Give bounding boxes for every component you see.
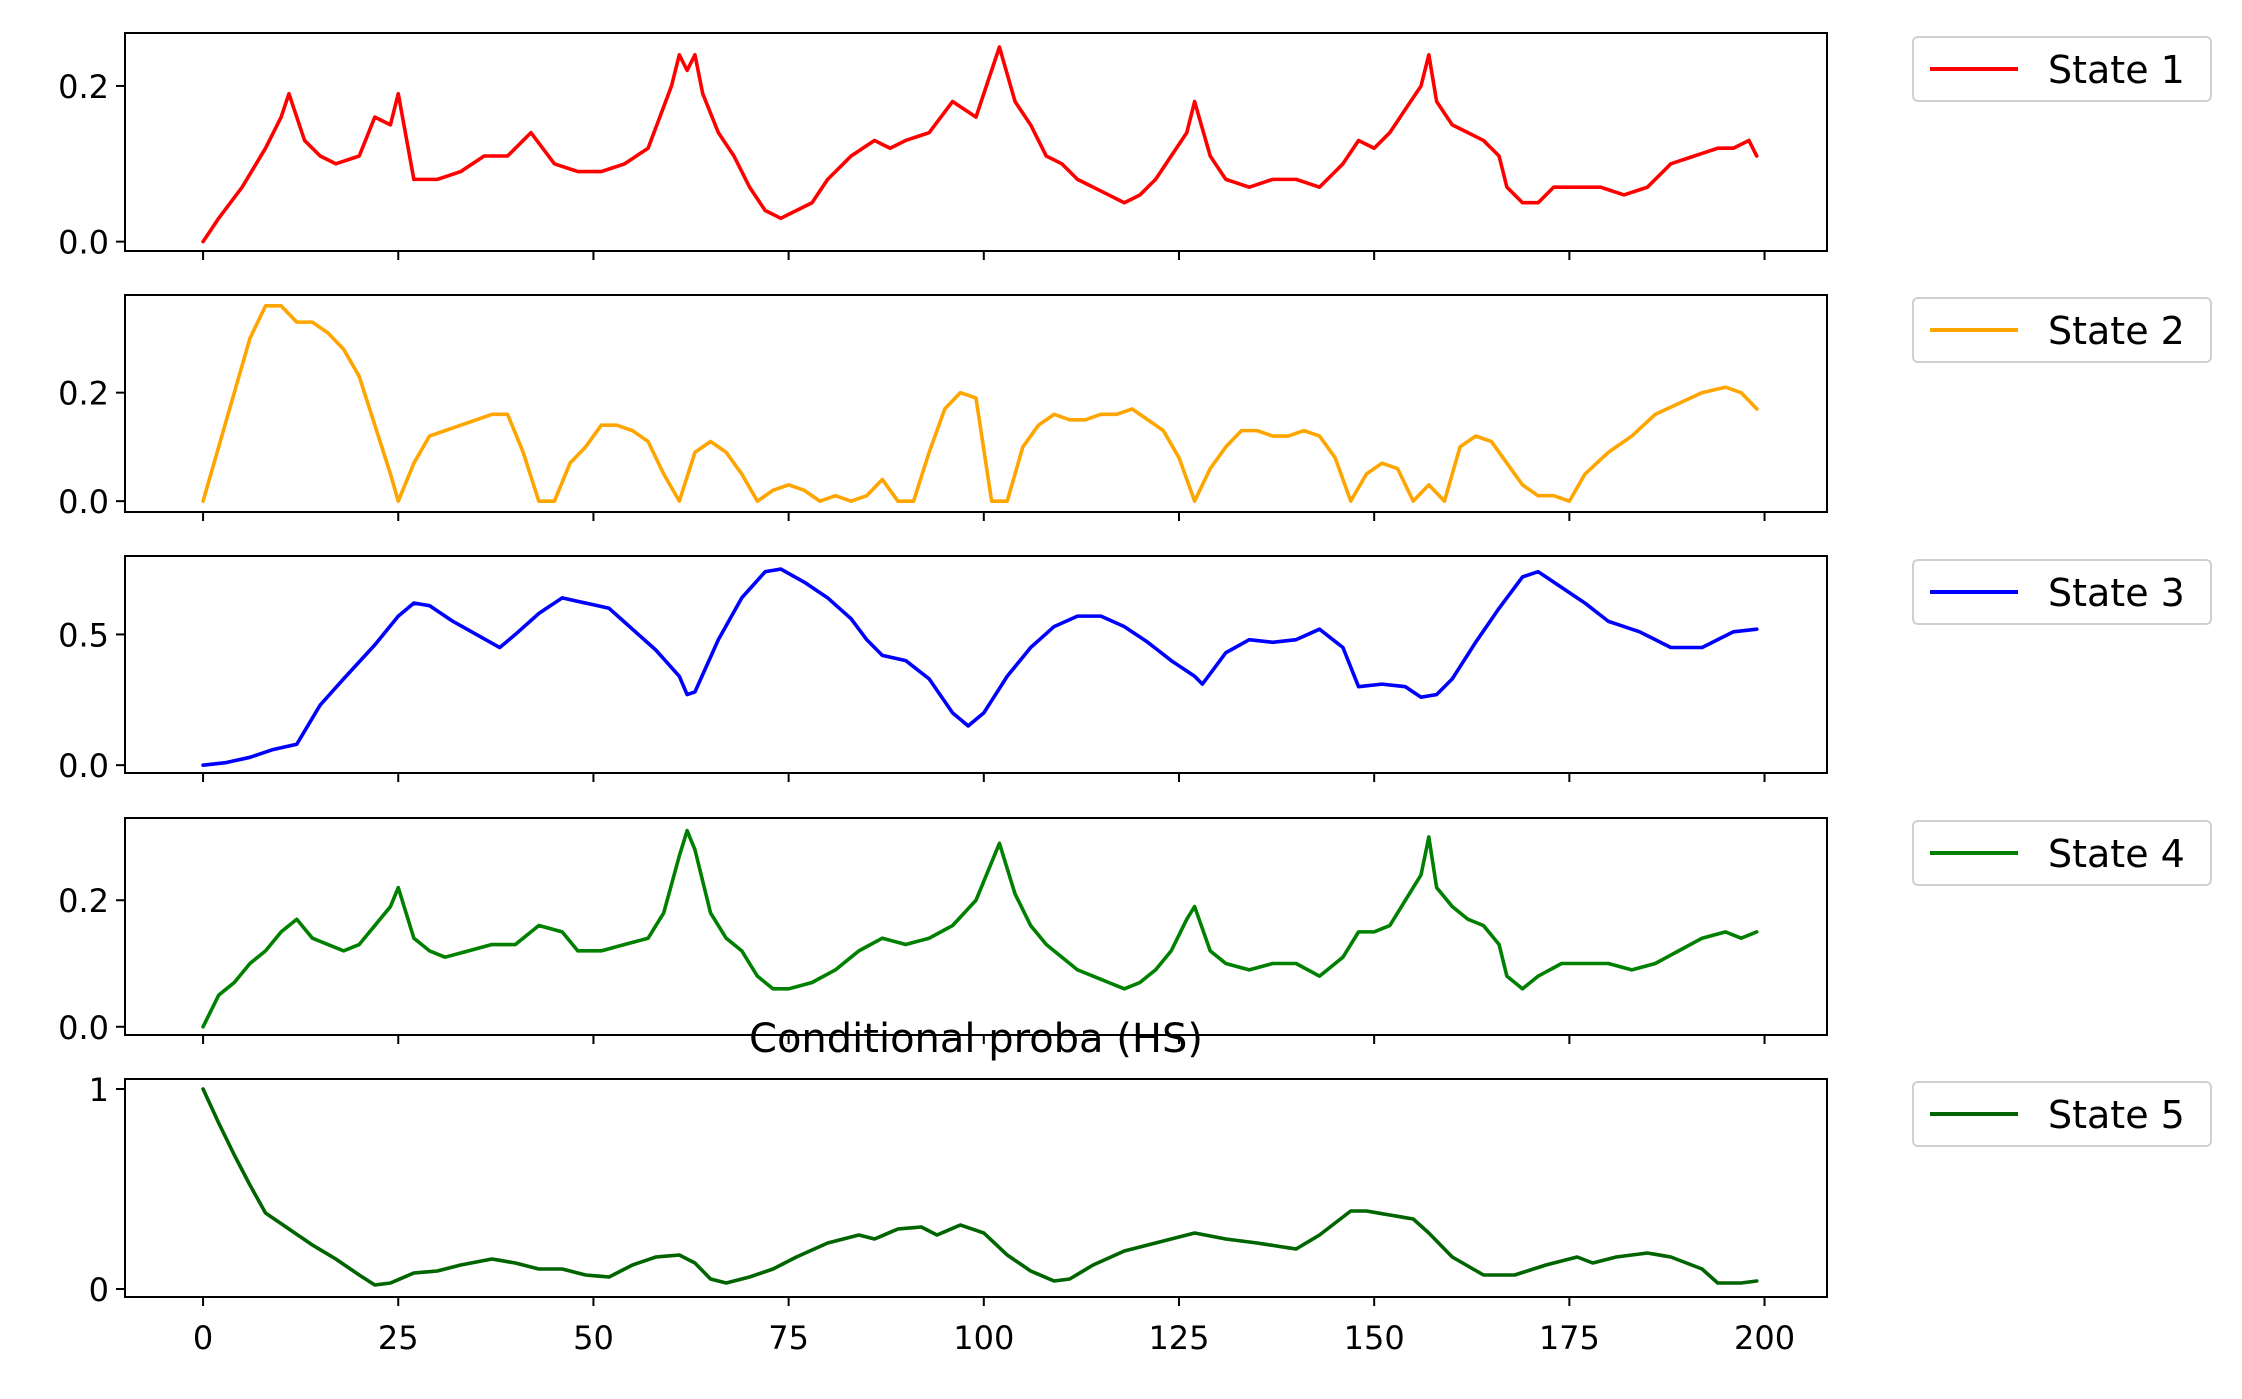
axes-frame (124, 1078, 1828, 1298)
subplot-5: 0 1 0 25 50 75 100 125 150 175 200 (89, 1071, 1828, 1357)
legend-line-state-2 (1930, 328, 2018, 332)
x-tick-label: 100 (953, 1319, 1014, 1357)
y-tick-label: 0.5 (58, 616, 109, 654)
legend-line-state-3 (1930, 590, 2018, 594)
subplot-3: 0.0 0.5 (58, 555, 1828, 785)
x-tick-label: 0 (193, 1319, 213, 1357)
legend-state-1: State 1 (1912, 36, 2212, 102)
axes-frame (124, 32, 1828, 252)
x-tick-label: 75 (768, 1319, 809, 1357)
y-tick-label: 0.2 (58, 882, 109, 920)
x-tick-label: 200 (1734, 1319, 1795, 1357)
y-tick-label: 0.0 (58, 224, 109, 262)
axes-frame (124, 555, 1828, 774)
x-tick-label: 150 (1344, 1319, 1405, 1357)
x-tick-label: 125 (1148, 1319, 1209, 1357)
legend-line-state-1 (1930, 67, 2018, 71)
y-tick-label: 0.2 (58, 375, 109, 413)
series-line-state-3 (201, 567, 1759, 767)
y-tick-label: 0.0 (58, 1009, 109, 1047)
y-tick-label: 0 (89, 1271, 109, 1309)
legend-state-4: State 4 (1912, 820, 2212, 886)
series-line-state-4 (201, 828, 1759, 1029)
axes-frame (124, 294, 1828, 513)
figure-title: Conditional proba (HS) (749, 1016, 1203, 1062)
subplot-4: 0.0 0.2 (58, 817, 1828, 1047)
legend-label-state-1: State 1 (2048, 48, 2185, 92)
legend-state-2: State 2 (1912, 297, 2212, 363)
y-tick-label: 0.0 (58, 483, 109, 521)
legend-label-state-5: State 5 (2048, 1093, 2185, 1137)
x-tick-label: 175 (1539, 1319, 1600, 1357)
y-tick-label: 1 (89, 1071, 109, 1109)
series-line-state-2 (201, 304, 1759, 503)
axes-frame (124, 817, 1828, 1036)
subplot-2: 0.0 0.2 (58, 294, 1828, 521)
legend-label-state-4: State 4 (2048, 832, 2185, 876)
legend-line-state-4 (1930, 851, 2018, 855)
y-tick-label: 0.0 (58, 747, 109, 785)
legend-state-3: State 3 (1912, 559, 2212, 625)
legend-label-state-3: State 3 (2048, 571, 2185, 615)
series-line-state-5 (201, 1087, 1759, 1287)
legend-line-state-5 (1930, 1112, 2018, 1116)
y-tick-label: 0.2 (58, 68, 109, 106)
subplot-1: 0.0 0.2 (58, 32, 1828, 262)
x-tick-label: 50 (573, 1319, 614, 1357)
x-tick-label: 25 (378, 1319, 419, 1357)
series-line-state-1 (201, 45, 1759, 244)
legend-label-state-2: State 2 (2048, 309, 2185, 353)
legend-state-5: State 5 (1912, 1081, 2212, 1147)
